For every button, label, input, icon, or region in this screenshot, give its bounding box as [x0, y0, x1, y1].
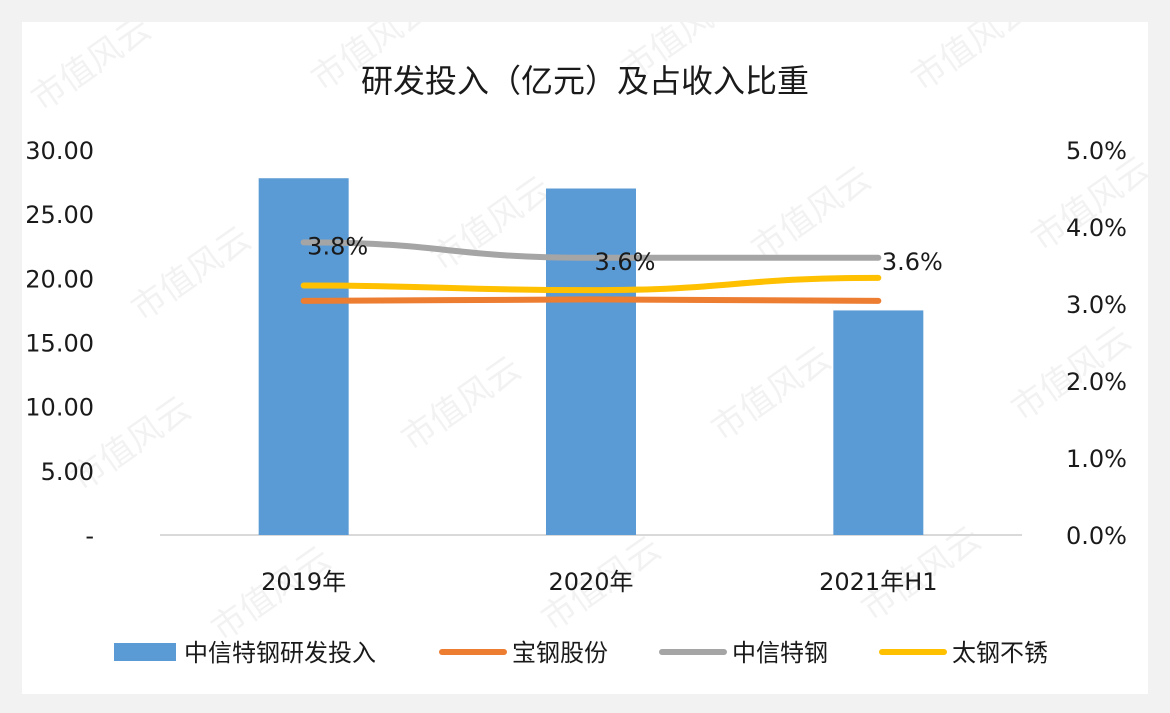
right-tick-label: 2.0% [1066, 368, 1127, 396]
right-tick-label: 3.0% [1066, 291, 1127, 319]
right-axis: 0.0% 1.0% 2.0% 3.0% 4.0% 5.0% [1066, 137, 1127, 550]
watermark-text: 市值风云 [1024, 149, 1148, 260]
right-tick-label: 1.0% [1066, 445, 1127, 473]
category-label: 2021年H1 [819, 568, 937, 596]
legend-swatch [114, 643, 176, 661]
left-tick-label: 20.00 [25, 265, 94, 293]
left-tick-label: 30.00 [25, 137, 94, 165]
watermark-text: 市值风云 [904, 22, 1038, 99]
chart-card: 市值风云 市值风云 市值风云 市值风云 市值风云 市值风云 市值风云 市值风云 市值风云 市值风云… [22, 22, 1148, 694]
left-axis: - 5.00 10.00 15.00 20.00 25.00 30.00 [25, 137, 94, 550]
bar [258, 178, 349, 535]
left-tick-label: 5.00 [41, 458, 94, 486]
chart-title: 研发投入（亿元）及占收入比重 [361, 62, 809, 100]
line-series [300, 239, 882, 304]
watermark-text: 市值风云 [24, 22, 158, 119]
data-labels: 3.8% 3.6% 3.6% [307, 232, 943, 275]
legend-label: 中信特钢研发投入 [184, 639, 376, 667]
bar [833, 310, 924, 535]
watermark-text: 市值风云 [704, 339, 838, 450]
series-line [300, 239, 882, 261]
data-label: 3.6% [595, 248, 656, 276]
right-tick-label: 0.0% [1066, 522, 1127, 550]
bar-series [258, 178, 924, 535]
left-tick-label: 15.00 [25, 330, 94, 358]
left-tick-label: 25.00 [25, 201, 94, 229]
watermark-text: 市值风云 [744, 159, 878, 270]
bar [546, 188, 636, 535]
data-label: 3.8% [307, 232, 368, 260]
series-line [300, 274, 882, 294]
right-tick-label: 5.0% [1066, 137, 1127, 165]
legend-label: 宝钢股份 [512, 639, 608, 667]
data-label: 3.6% [882, 248, 943, 276]
watermark-text: 市值风云 [424, 169, 558, 280]
watermark-text: 市值风云 [394, 349, 528, 460]
series-line [300, 296, 882, 304]
right-tick-label: 4.0% [1066, 214, 1127, 242]
legend: 中信特钢研发投入 宝钢股份 中信特钢 太钢不锈 [114, 639, 1048, 667]
legend-label: 太钢不锈 [952, 639, 1048, 667]
watermark-text: 市值风云 [124, 219, 258, 330]
left-tick-label: - [85, 522, 94, 550]
category-labels: 2019年 2020年 2021年H1 [261, 568, 937, 596]
legend-label: 中信特钢 [732, 639, 828, 667]
left-tick-label: 10.00 [25, 394, 94, 422]
category-label: 2020年 [548, 568, 633, 596]
category-label: 2019年 [261, 568, 346, 596]
